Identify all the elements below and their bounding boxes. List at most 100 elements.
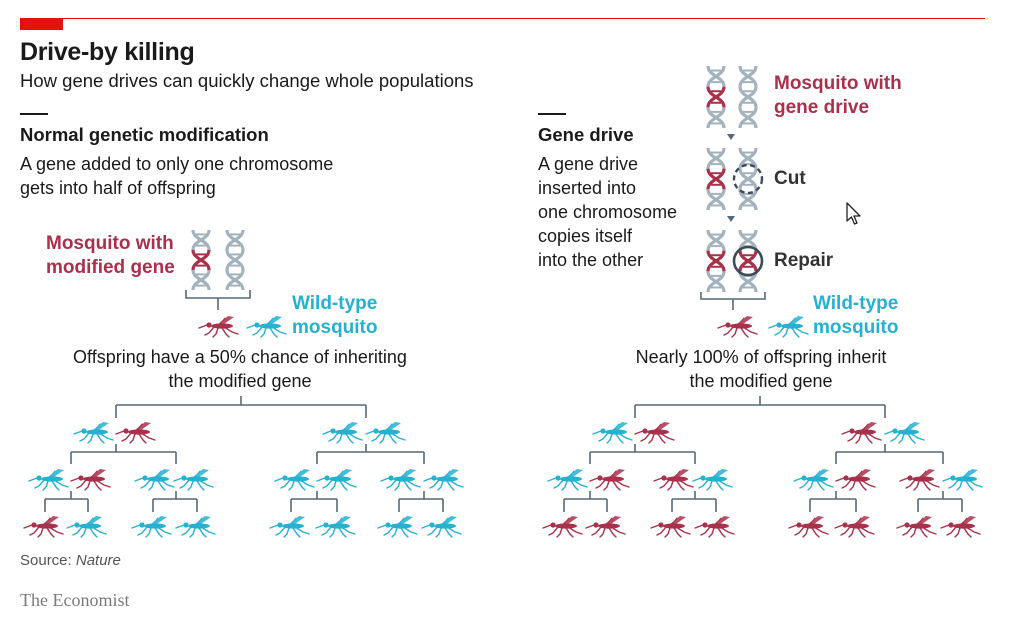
caption-normal-line: Offspring have a 50% chance of inheritin… xyxy=(73,347,407,367)
family-tree xyxy=(44,396,444,512)
mosquito-icon xyxy=(717,316,758,338)
top-rule xyxy=(20,18,985,19)
mosquito-icon xyxy=(274,469,315,491)
mosquito-icon xyxy=(768,316,809,338)
source-note: Source: Nature xyxy=(20,552,121,569)
dna-icon xyxy=(732,229,764,293)
mosquito-icon xyxy=(942,469,983,491)
mosquito-icon xyxy=(246,316,287,338)
label-wild-line: mosquito xyxy=(292,317,378,338)
mosquito-icon xyxy=(380,469,421,491)
dna-icon xyxy=(706,229,726,293)
heading-normal: Normal genetic modification xyxy=(20,124,269,145)
family-tree xyxy=(563,396,963,512)
label-drive: Mosquito with gene drive xyxy=(774,72,902,120)
mosquito-icon xyxy=(793,469,834,491)
dna-icon xyxy=(191,229,211,291)
label-modified: Mosquito with modified gene xyxy=(46,232,175,280)
desc-drive-line: A gene drive xyxy=(538,154,639,174)
caption-drive-line: the modified gene xyxy=(689,371,833,391)
mosquito-icon xyxy=(23,516,64,538)
caption-normal-line: the modified gene xyxy=(168,371,312,391)
mosquito-icon xyxy=(788,516,829,538)
mosquito-icon xyxy=(585,516,626,538)
label-modified-line: modified gene xyxy=(46,257,175,278)
label-wild-line: Wild-type xyxy=(813,293,899,314)
cut-icon xyxy=(732,163,764,195)
label-drive-line: gene drive xyxy=(774,97,870,118)
mosquito-icon xyxy=(899,469,940,491)
mosquito-icon xyxy=(896,516,937,538)
mosquito-icon xyxy=(634,422,675,444)
mosquito-icon xyxy=(592,422,633,444)
mosquito-icon xyxy=(694,516,735,538)
mosquito-icon xyxy=(650,516,691,538)
mosquito-icon xyxy=(542,516,583,538)
parent-bracket xyxy=(185,290,251,299)
desc-drive-line: one chromosome xyxy=(538,202,678,222)
caption-drive: Nearly 100% of offspring inherit the mod… xyxy=(561,345,961,393)
mosquito-icon xyxy=(322,422,363,444)
mosquito-icon xyxy=(70,469,111,491)
mosquito-icon xyxy=(377,516,418,538)
mosquito-icon xyxy=(841,422,882,444)
desc-drive-line: inserted into xyxy=(538,178,637,198)
mosquito-icon xyxy=(269,516,310,538)
mosquito-icon xyxy=(131,516,172,538)
mosquito-icon xyxy=(835,469,876,491)
label-drive-line: Mosquito with xyxy=(774,73,902,94)
section-rule-drive xyxy=(538,113,566,115)
mosquito-icon xyxy=(834,516,875,538)
section-rule-normal xyxy=(20,113,48,115)
chart-title: Drive-by killing xyxy=(20,38,195,66)
dna-icon xyxy=(706,147,726,211)
heading-drive: Gene drive xyxy=(538,124,634,145)
dna-icon xyxy=(706,65,726,129)
mosquito-icon xyxy=(315,516,356,538)
mosquito-icon xyxy=(173,469,214,491)
mosquito-icon xyxy=(66,516,107,538)
source-name: Nature xyxy=(75,552,121,569)
arrow-down-icon xyxy=(727,134,735,140)
label-repair: Repair xyxy=(774,250,834,271)
label-wild-normal: Wild-type mosquito xyxy=(292,292,378,340)
desc-drive-line: into the other xyxy=(538,250,644,270)
caption-normal: Offspring have a 50% chance of inheritin… xyxy=(40,345,440,393)
mosquito-icon xyxy=(692,469,733,491)
mosquito-icon xyxy=(175,516,216,538)
mosquito-icon xyxy=(589,469,630,491)
label-wild-line: Wild-type xyxy=(292,293,378,314)
cursor-icon xyxy=(846,202,861,225)
mosquito-icon xyxy=(940,516,981,538)
mosquito-icon xyxy=(134,469,175,491)
mosquito-icon xyxy=(421,516,462,538)
label-wild-drive: Wild-type mosquito xyxy=(813,292,899,340)
brand-tag xyxy=(20,18,63,30)
dna-icon xyxy=(738,65,758,129)
mosquito-icon xyxy=(653,469,694,491)
parent-bracket xyxy=(700,292,766,300)
mosquito-icon xyxy=(547,469,588,491)
caption-drive-line: Nearly 100% of offspring inherit xyxy=(635,347,887,367)
desc-normal: A gene added to only one chromosome gets… xyxy=(20,152,333,200)
mosquito-icon xyxy=(115,422,156,444)
label-cut: Cut xyxy=(774,168,806,189)
mosquito-icon xyxy=(198,316,239,338)
mosquito-icon xyxy=(884,422,925,444)
mosquito-icon xyxy=(316,469,357,491)
desc-drive-line: copies itself xyxy=(538,226,633,246)
mosquito-icon xyxy=(365,422,406,444)
desc-normal-line: A gene added to only one chromosome xyxy=(20,154,334,174)
desc-normal-line: gets into half of offspring xyxy=(20,178,216,198)
mosquito-icon xyxy=(73,422,114,444)
mosquito-icon xyxy=(28,469,69,491)
label-wild-line: mosquito xyxy=(813,317,899,338)
desc-drive: A gene drive inserted into one chromosom… xyxy=(538,152,677,272)
arrow-down-icon xyxy=(727,216,735,222)
source-prefix: Source: xyxy=(20,552,76,569)
brand-logo: The Economist xyxy=(20,590,130,610)
chart-subtitle: How gene drives can quickly change whole… xyxy=(20,70,474,91)
mosquito-icon xyxy=(423,469,464,491)
label-modified-line: Mosquito with xyxy=(46,233,174,254)
